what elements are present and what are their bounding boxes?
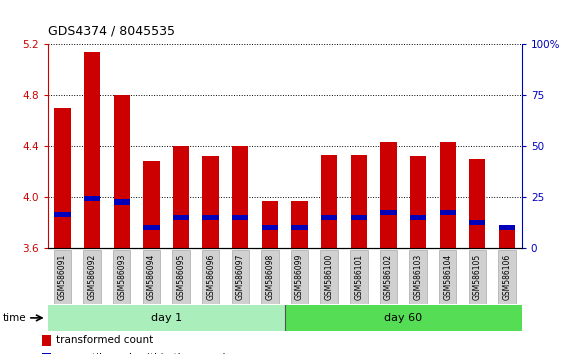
Bar <box>42 353 50 354</box>
Bar <box>84 196 100 201</box>
Bar <box>439 250 457 304</box>
Text: GSM586106: GSM586106 <box>503 254 512 300</box>
Text: GSM586095: GSM586095 <box>177 254 186 300</box>
Bar <box>498 250 516 304</box>
Bar <box>114 199 130 205</box>
Bar <box>203 156 219 248</box>
Bar <box>232 146 249 248</box>
Bar <box>114 95 130 248</box>
Bar <box>262 225 278 230</box>
Bar <box>351 155 367 248</box>
Bar <box>351 215 367 220</box>
Text: GSM586096: GSM586096 <box>206 254 215 300</box>
Bar <box>48 305 284 331</box>
Bar <box>261 250 279 304</box>
Text: GSM586098: GSM586098 <box>265 254 274 300</box>
Bar <box>232 215 249 220</box>
Bar <box>42 335 50 346</box>
Text: day 1: day 1 <box>151 313 182 323</box>
Text: GSM586091: GSM586091 <box>58 254 67 300</box>
Bar <box>350 250 367 304</box>
Text: GSM586105: GSM586105 <box>473 254 482 300</box>
Text: GSM586094: GSM586094 <box>147 254 156 300</box>
Bar <box>202 250 219 304</box>
Bar <box>262 201 278 248</box>
Bar <box>173 146 189 248</box>
Bar <box>410 250 427 304</box>
Text: GSM586092: GSM586092 <box>88 254 96 300</box>
Bar <box>469 159 485 248</box>
Bar <box>291 225 307 230</box>
Text: GDS4374 / 8045535: GDS4374 / 8045535 <box>48 24 174 37</box>
Text: GSM586097: GSM586097 <box>236 254 245 300</box>
Bar <box>113 250 131 304</box>
Text: percentile rank within the sample: percentile rank within the sample <box>56 353 231 354</box>
Text: GSM586100: GSM586100 <box>325 254 334 300</box>
Text: GSM586099: GSM586099 <box>295 254 304 300</box>
Text: time: time <box>3 313 26 323</box>
Bar <box>54 250 71 304</box>
Bar <box>468 250 486 304</box>
Bar <box>142 250 160 304</box>
Bar <box>143 225 159 230</box>
Bar <box>321 155 337 248</box>
Bar <box>380 250 397 304</box>
Text: GSM586102: GSM586102 <box>384 254 393 300</box>
Bar <box>284 305 522 331</box>
Bar <box>499 230 515 248</box>
Bar <box>469 220 485 225</box>
Bar <box>54 212 71 217</box>
Bar <box>84 250 101 304</box>
Bar <box>410 156 426 248</box>
Bar <box>173 215 189 220</box>
Bar <box>84 52 100 248</box>
Bar <box>380 142 397 248</box>
Text: GSM586103: GSM586103 <box>413 254 422 300</box>
Bar <box>320 250 338 304</box>
Bar <box>291 250 308 304</box>
Bar <box>321 215 337 220</box>
Bar <box>499 225 515 230</box>
Bar <box>203 215 219 220</box>
Text: GSM586104: GSM586104 <box>443 254 452 300</box>
Bar <box>439 142 456 248</box>
Bar <box>232 250 249 304</box>
Bar <box>54 108 71 248</box>
Bar <box>172 250 190 304</box>
Text: GSM586093: GSM586093 <box>117 254 126 300</box>
Bar <box>380 210 397 215</box>
Bar <box>291 201 307 248</box>
Bar <box>439 210 456 215</box>
Text: day 60: day 60 <box>384 313 422 323</box>
Text: GSM586101: GSM586101 <box>355 254 364 300</box>
Bar <box>410 215 426 220</box>
Bar <box>143 161 159 248</box>
Text: transformed count: transformed count <box>56 335 153 345</box>
